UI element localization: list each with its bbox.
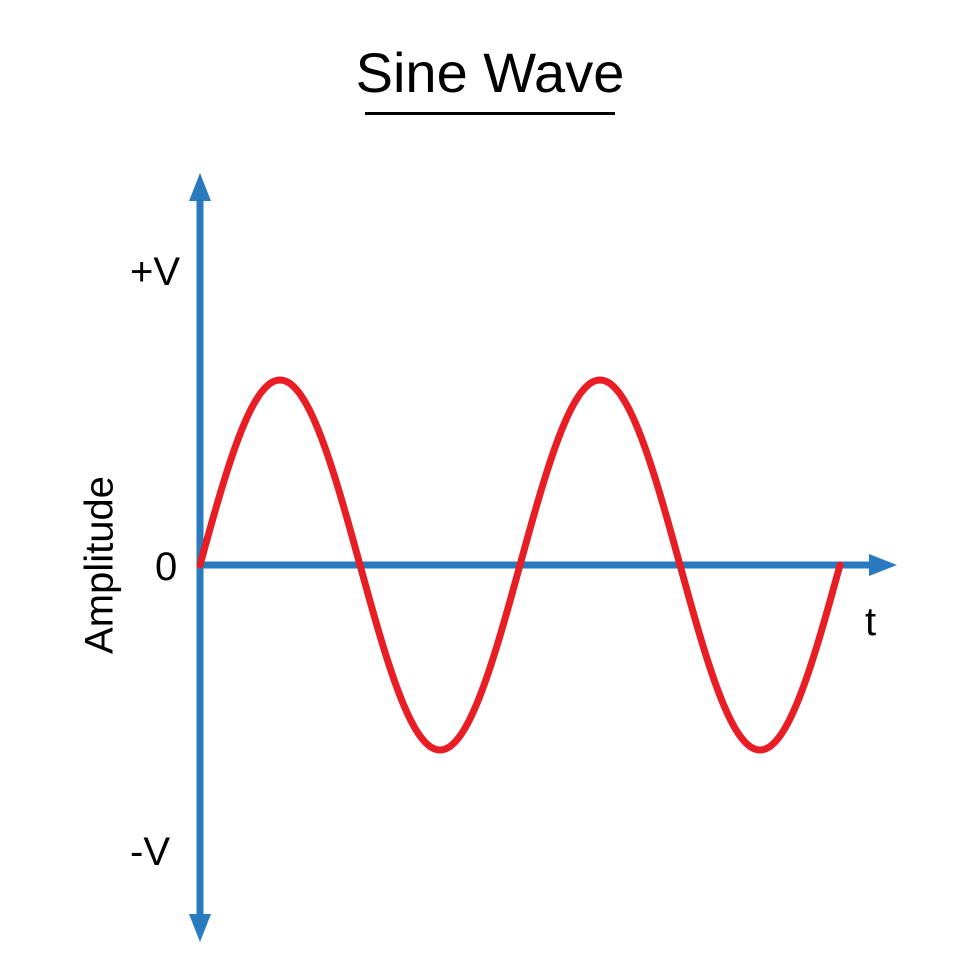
y-label-negative: -V (130, 830, 170, 875)
y-label-positive: +V (130, 250, 180, 295)
diagram-canvas: Sine Wave +V -V 0 t Amplitude (0, 0, 980, 980)
origin-label: 0 (155, 545, 177, 590)
x-axis-title: t (865, 600, 876, 645)
y-axis-title: Amplitude (78, 476, 123, 654)
